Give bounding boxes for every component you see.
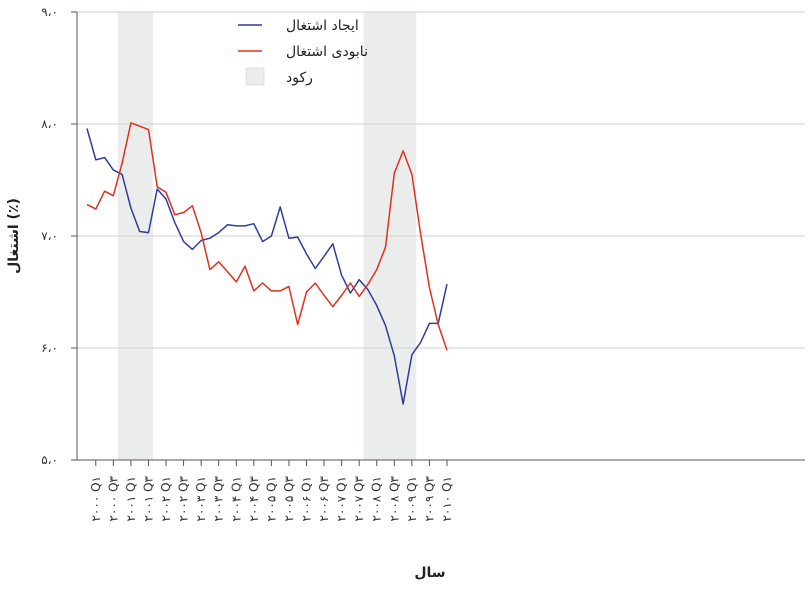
x-tick-label: ۲۰۰۳ Q۳	[212, 475, 226, 521]
x-tick-label: ۲۰۰۸ Q۳	[387, 475, 401, 521]
x-tick-label: ۲۰۰۶ Q۳	[317, 475, 331, 521]
x-tick-label: ۲۰۰۶ Q۱	[300, 476, 314, 522]
x-tick-label: ۲۰۰۴ Q۳	[247, 475, 261, 521]
legend: ایجاد اشتغال نابودی اشتغال رکود	[238, 18, 368, 86]
x-tick-label: ۲۰۰۱ Q۳	[141, 475, 155, 521]
axes: ۵،۰ ۶،۰ ۷،۰ ۸،۰ ۹،۰ ۲۰۰۰ Q۱ ۲۰۰۰ Q۳ ۲۰۰۱ Q۱ ۲۰۰۱…	[41, 5, 805, 522]
x-tick-label: ۲۰۰۷ Q۳	[352, 475, 366, 521]
x-tick-label: ۲۰۱۰ Q۱	[440, 476, 454, 522]
y-tick-label: ۷،۰	[41, 229, 58, 243]
legend-recession-label: رکود	[286, 70, 313, 86]
x-tick-label: ۲۰۰۰ Q۳	[106, 475, 120, 521]
y-tick-label: ۸،۰	[41, 117, 58, 131]
series-line-job-destruction	[86, 122, 448, 351]
y-axis-title: اشتغال (٪)	[6, 198, 22, 274]
x-tick-label: ۲۰۰۵ Q۱	[264, 476, 278, 522]
x-tick-label: ۲۰۰۲ Q۳	[177, 475, 191, 521]
y-tick-label: ۵،۰	[41, 453, 58, 467]
x-tick-label: ۲۰۰۵ Q۳	[282, 475, 296, 521]
x-tick-label: ۲۰۰۳ Q۱	[194, 476, 208, 522]
x-tick-label: ۲۰۰۴ Q۱	[229, 476, 243, 522]
x-tick-label: ۲۰۰۹ Q۳	[422, 475, 436, 521]
x-tick-label: ۲۰۰۲ Q۱	[159, 476, 173, 522]
legend-destruction-label: نابودی اشتغال	[286, 44, 368, 60]
y-tick-label: ۶،۰	[41, 341, 58, 355]
x-tick-label: ۲۰۰۹ Q۱	[405, 476, 419, 522]
series-lines	[86, 122, 448, 405]
legend-creation-label: ایجاد اشتغال	[286, 18, 359, 34]
x-tick-label: ۲۰۰۸ Q۱	[370, 476, 384, 522]
series-line-job-creation	[86, 128, 448, 405]
legend-recession-swatch	[245, 67, 265, 86]
grid-lines	[77, 11, 805, 349]
x-tick-label: ۲۰۰۰ Q۱	[89, 476, 103, 522]
x-tick-label: ۲۰۰۷ Q۱	[335, 476, 349, 522]
y-tick-label: ۹،۰	[41, 5, 58, 19]
x-tick-label: ۲۰۰۱ Q۱	[124, 476, 138, 522]
x-axis-title: سال	[414, 565, 445, 581]
